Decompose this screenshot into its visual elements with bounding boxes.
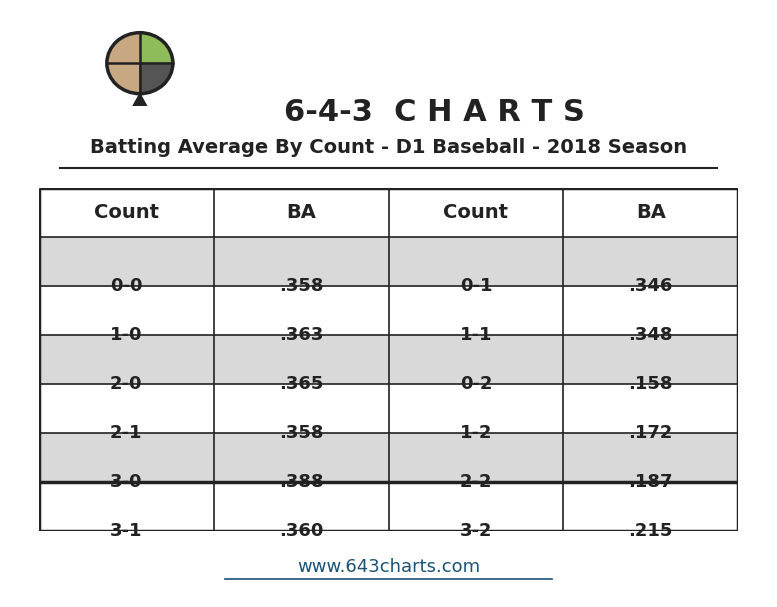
Text: .365: .365 — [279, 375, 323, 393]
Text: 0-0: 0-0 — [110, 277, 142, 295]
Text: 0-1: 0-1 — [460, 277, 492, 295]
Text: 2-2: 2-2 — [460, 473, 492, 491]
Text: 6-4-3  C H A R T S: 6-4-3 C H A R T S — [284, 98, 585, 127]
Text: Count: Count — [94, 203, 159, 222]
Text: www.643charts.com: www.643charts.com — [297, 558, 480, 576]
Polygon shape — [140, 33, 173, 63]
Polygon shape — [133, 93, 147, 106]
Polygon shape — [140, 63, 173, 93]
Text: 1-2: 1-2 — [460, 424, 492, 442]
Text: Batting Average By Count - D1 Baseball - 2018 Season: Batting Average By Count - D1 Baseball -… — [90, 138, 687, 157]
Text: .346: .346 — [629, 277, 673, 295]
Text: 3-0: 3-0 — [110, 473, 142, 491]
Text: .358: .358 — [279, 424, 323, 442]
Text: .215: .215 — [629, 522, 673, 540]
Text: 0-2: 0-2 — [460, 375, 492, 393]
Text: .187: .187 — [629, 473, 673, 491]
Text: BA: BA — [286, 203, 316, 222]
Text: .158: .158 — [629, 375, 673, 393]
Text: .358: .358 — [279, 277, 323, 295]
Text: 1-1: 1-1 — [460, 326, 492, 344]
Text: 2-1: 2-1 — [110, 424, 142, 442]
Text: .388: .388 — [279, 473, 323, 491]
Bar — [39, 335, 738, 384]
Text: 3-1: 3-1 — [110, 522, 142, 540]
Text: Count: Count — [444, 203, 508, 222]
Text: .363: .363 — [279, 326, 323, 344]
Text: 1-0: 1-0 — [110, 326, 142, 344]
Text: 3-2: 3-2 — [460, 522, 492, 540]
Text: .348: .348 — [629, 326, 673, 344]
Bar — [39, 237, 738, 286]
Bar — [39, 433, 738, 482]
Text: .172: .172 — [629, 424, 673, 442]
Polygon shape — [107, 33, 140, 93]
Text: .360: .360 — [279, 522, 323, 540]
Text: BA: BA — [636, 203, 666, 222]
Text: 2-0: 2-0 — [110, 375, 142, 393]
